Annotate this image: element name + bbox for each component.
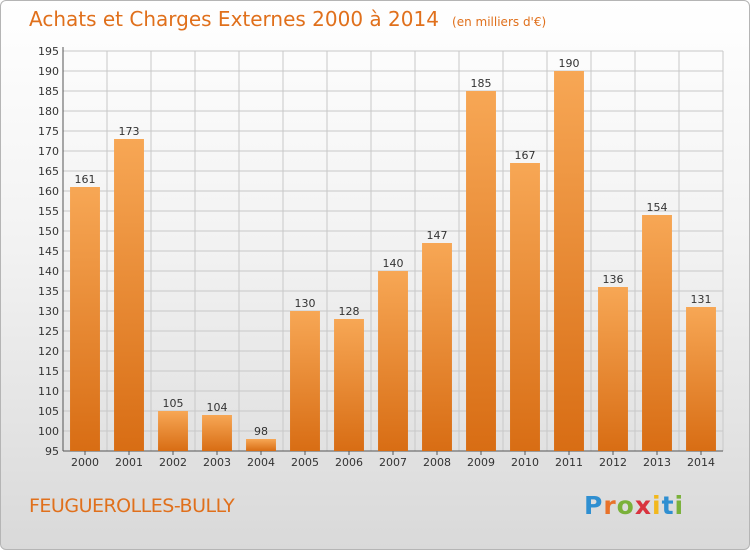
x-tick-label: 2010	[511, 456, 539, 469]
y-tick-label: 175	[38, 125, 59, 138]
x-tick-label: 2007	[379, 456, 407, 469]
x-tick-label: 2001	[115, 456, 143, 469]
x-tick-label: 2009	[467, 456, 495, 469]
y-tick-label: 100	[38, 425, 59, 438]
y-tick-label: 95	[45, 445, 59, 458]
data-label: 131	[691, 293, 712, 306]
y-tick-label: 195	[38, 45, 59, 58]
bar	[246, 439, 276, 451]
y-tick-label: 185	[38, 85, 59, 98]
logo-letter: P	[584, 491, 604, 520]
x-tick-label: 2005	[291, 456, 319, 469]
data-label: 185	[471, 77, 492, 90]
x-tick-label: 2012	[599, 456, 627, 469]
city-name: FEUGUEROLLES-BULLY	[29, 495, 235, 517]
data-label: 98	[254, 425, 268, 438]
bar	[510, 163, 540, 451]
y-tick-label: 165	[38, 165, 59, 178]
logo-letter: x	[634, 491, 652, 520]
logo-letter: o	[616, 491, 635, 520]
logo-letter: i	[674, 491, 685, 520]
y-tick-label: 140	[38, 265, 59, 278]
y-tick-label: 160	[38, 185, 59, 198]
bar	[598, 287, 628, 451]
data-label: 190	[559, 57, 580, 70]
data-label: 128	[339, 305, 360, 318]
y-tick-label: 120	[38, 345, 59, 358]
data-label: 154	[647, 201, 668, 214]
unit-label: (en milliers d'€)	[452, 15, 547, 29]
data-label: 167	[515, 149, 536, 162]
data-label: 147	[427, 229, 448, 242]
bar	[642, 215, 672, 451]
y-tick-label: 130	[38, 305, 59, 318]
x-tick-label: 2013	[643, 456, 671, 469]
data-label: 161	[75, 173, 96, 186]
x-tick-label: 2002	[159, 456, 187, 469]
bar	[202, 415, 232, 451]
data-label: 105	[163, 397, 184, 410]
bar	[422, 243, 452, 451]
bar	[378, 271, 408, 451]
y-tick-label: 135	[38, 285, 59, 298]
y-tick-label: 115	[38, 365, 59, 378]
bar	[334, 319, 364, 451]
proxiti-logo: Proxiti	[584, 491, 684, 520]
y-tick-label: 110	[38, 385, 59, 398]
data-label: 130	[295, 297, 316, 310]
x-tick-label: 2011	[555, 456, 583, 469]
y-tick-label: 190	[38, 65, 59, 78]
x-tick-label: 2014	[687, 456, 715, 469]
bar	[70, 187, 100, 451]
logo-letter: r	[603, 491, 617, 520]
y-tick-label: 170	[38, 145, 59, 158]
bar	[290, 311, 320, 451]
x-tick-label: 2004	[247, 456, 275, 469]
chart-title: Achats et Charges Externes 2000 à 2014	[29, 7, 439, 31]
x-tick-label: 2008	[423, 456, 451, 469]
y-tick-label: 145	[38, 245, 59, 258]
y-tick-label: 105	[38, 405, 59, 418]
bar	[686, 307, 716, 451]
x-tick-label: 2000	[71, 456, 99, 469]
data-label: 140	[383, 257, 404, 270]
y-tick-label: 155	[38, 205, 59, 218]
x-tick-label: 2003	[203, 456, 231, 469]
bar	[554, 71, 584, 451]
y-tick-label: 180	[38, 105, 59, 118]
data-label: 173	[119, 125, 140, 138]
x-tick-label: 2006	[335, 456, 363, 469]
bar	[114, 139, 144, 451]
title-row: Achats et Charges Externes 2000 à 2014 (…	[29, 7, 546, 31]
bar	[466, 91, 496, 451]
logo-letter: i	[652, 491, 662, 520]
data-label: 104	[207, 401, 228, 414]
y-tick-label: 150	[38, 225, 59, 238]
data-label: 136	[603, 273, 624, 286]
y-tick-label: 125	[38, 325, 59, 338]
bar	[158, 411, 188, 451]
logo-letter: t	[661, 491, 675, 520]
